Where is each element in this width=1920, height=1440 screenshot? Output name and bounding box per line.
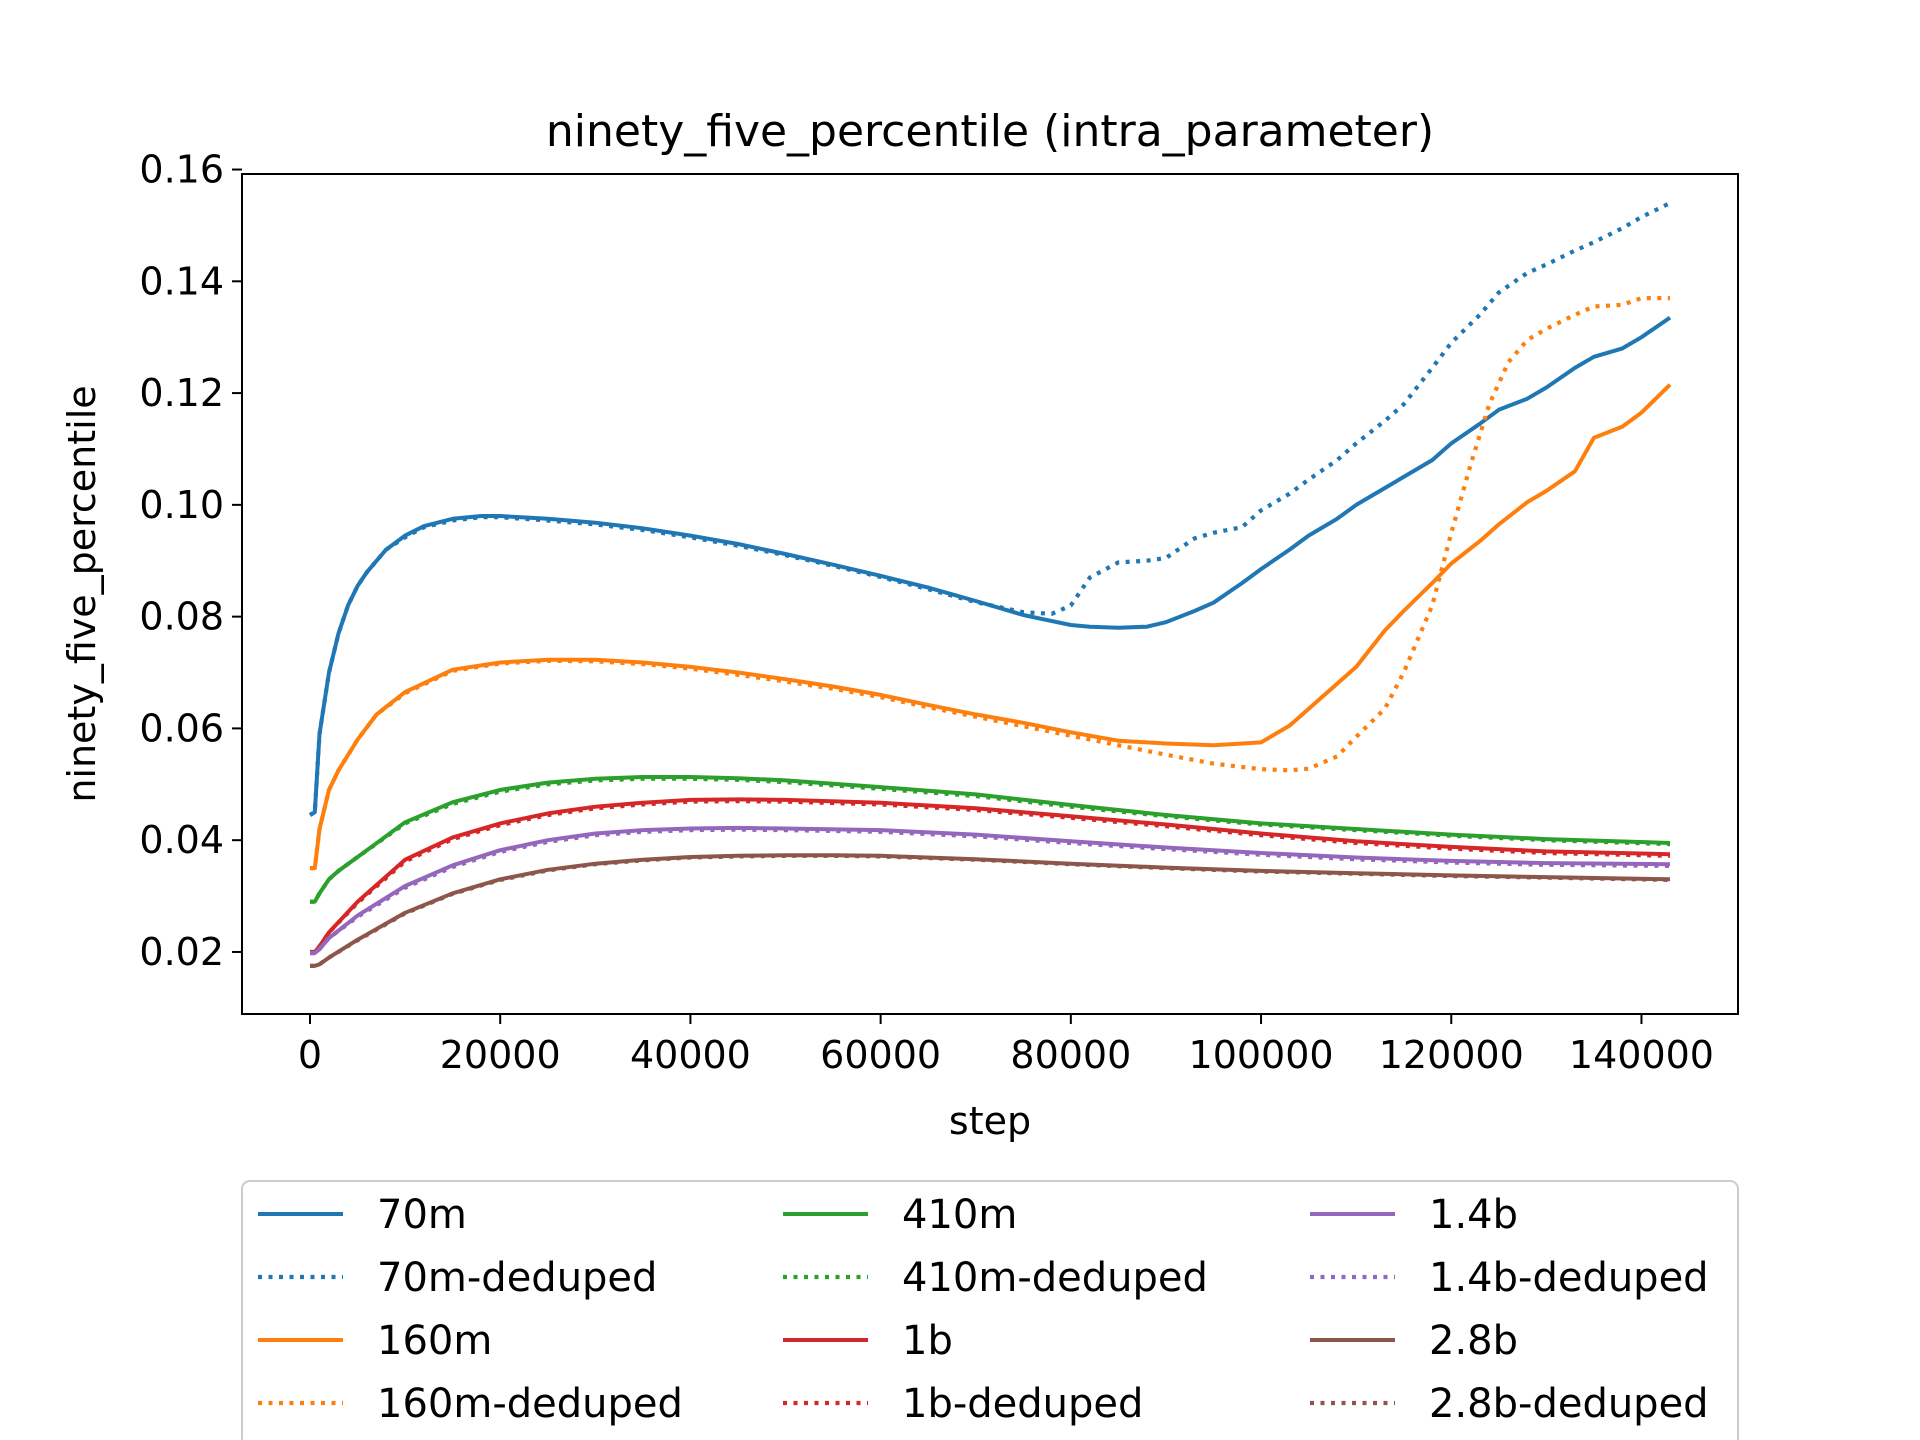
legend-label: 70m: [377, 1192, 467, 1238]
legend-label: 1.4b: [1429, 1192, 1518, 1238]
legend-label: 2.8b-deduped: [1429, 1381, 1709, 1427]
series-line-160m: [310, 383, 1672, 871]
legend-label: 2.8b: [1429, 1318, 1518, 1364]
legend-item-160m: 160m: [258, 1318, 492, 1364]
series-line-2-8b-deduped: [310, 853, 1671, 969]
series-line-70m: [308, 315, 1672, 817]
legend: 70m 70m-deduped 160m 160m-deduped 410m 410m-d…: [241, 1180, 1739, 1440]
x-tick-label: 60000: [820, 1033, 941, 1077]
legend-item-2-8b: 2.8b: [1310, 1318, 1518, 1364]
legend-item-160m-deduped: 160m-deduped: [258, 1381, 683, 1427]
y-tick-label: 0.12: [139, 371, 224, 415]
x-axis: 0 20000 40000 60000 80000 100000 120000 140000: [298, 1014, 1714, 1077]
x-axis-label: step: [949, 1099, 1031, 1143]
legend-label: 70m-deduped: [377, 1255, 657, 1301]
series-line-1b-deduped: [310, 798, 1671, 955]
legend-item-2-8b-deduped: 2.8b-deduped: [1310, 1381, 1709, 1427]
x-tick-label: 120000: [1379, 1033, 1524, 1077]
series-line-410m: [310, 775, 1671, 904]
chart-title: ninety_five_percentile (intra_parameter): [546, 106, 1434, 157]
series-line-160m-deduped: [310, 296, 1670, 871]
legend-item-1b-deduped: 1b-deduped: [783, 1381, 1143, 1427]
y-tick-label: 0.14: [139, 259, 224, 303]
legend-item-70m-deduped: 70m-deduped: [258, 1255, 657, 1301]
x-tick-label: 40000: [630, 1033, 751, 1077]
legend-label: 410m: [902, 1192, 1017, 1238]
y-tick-label: 0.02: [139, 930, 224, 974]
series-line-70m-deduped: [308, 201, 1671, 817]
legend-item-410m: 410m: [783, 1192, 1017, 1238]
x-tick-label: 100000: [1189, 1033, 1334, 1077]
y-tick-label: 0.10: [139, 483, 224, 527]
legend-item-410m-deduped: 410m-deduped: [783, 1255, 1208, 1301]
y-axis: 0.02 0.04 0.06 0.08 0.10 0.12 0.14 0.16: [139, 148, 242, 974]
x-tick-label: 80000: [1010, 1033, 1131, 1077]
legend-item-1-4b-deduped: 1.4b-deduped: [1310, 1255, 1709, 1301]
plot-frame: [241, 173, 1739, 1015]
legend-item-1-4b: 1.4b: [1310, 1192, 1518, 1238]
legend-label: 410m-deduped: [902, 1255, 1208, 1301]
legend-item-70m: 70m: [258, 1192, 467, 1238]
x-tick-label: 0: [298, 1033, 322, 1077]
y-tick-label: 0.16: [139, 148, 224, 192]
plot-lines: [308, 201, 1672, 969]
x-tick-label: 140000: [1569, 1033, 1714, 1077]
legend-label: 1.4b-deduped: [1429, 1255, 1709, 1301]
legend-label: 160m: [377, 1318, 492, 1364]
y-tick-label: 0.04: [139, 818, 224, 862]
legend-label: 160m-deduped: [377, 1381, 683, 1427]
legend-frame: [241, 1180, 1739, 1440]
x-tick-label: 20000: [440, 1033, 561, 1077]
y-axis-label: ninety_five_percentile: [60, 385, 104, 802]
y-tick-label: 0.06: [139, 706, 224, 750]
y-tick-label: 0.08: [139, 595, 224, 639]
legend-label: 1b-deduped: [902, 1381, 1143, 1427]
series-line-1-4b-deduped: [310, 827, 1671, 956]
legend-item-1b: 1b: [783, 1318, 953, 1364]
legend-label: 1b: [902, 1318, 953, 1364]
